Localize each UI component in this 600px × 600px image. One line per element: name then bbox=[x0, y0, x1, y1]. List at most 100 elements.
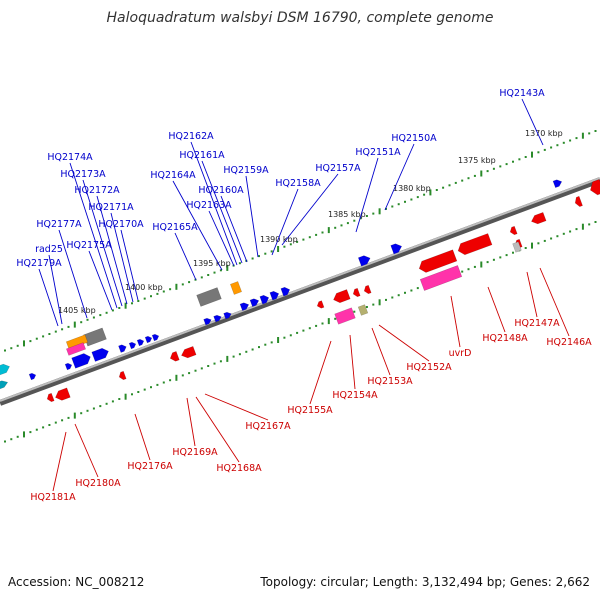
inner-tick bbox=[492, 258, 495, 261]
inner-tick bbox=[562, 232, 565, 235]
outer-tick bbox=[537, 151, 540, 154]
outer-tick bbox=[10, 347, 13, 350]
outer-tick bbox=[365, 215, 368, 217]
forward-gene bbox=[71, 353, 91, 369]
pseudo-gene bbox=[196, 287, 222, 307]
outer-tick bbox=[543, 148, 546, 151]
leader-line bbox=[110, 212, 134, 303]
inner-tick bbox=[264, 343, 267, 346]
map-title: Haloquadratum walsbyi DSM 16790, complet… bbox=[107, 10, 494, 26]
inner-tick bbox=[569, 230, 572, 233]
forward-gene bbox=[28, 372, 37, 381]
outer-tick bbox=[391, 205, 394, 208]
scale-label: 1395 kbp bbox=[193, 259, 231, 268]
outer-tick bbox=[404, 200, 406, 203]
inner-tick bbox=[54, 421, 57, 424]
outer-tick bbox=[531, 151, 533, 158]
inner-tick bbox=[550, 237, 553, 240]
rna-gene bbox=[334, 307, 356, 325]
reverse-gene bbox=[316, 300, 325, 309]
inner-tick bbox=[556, 235, 559, 238]
gene-label-forward: HQ2179A bbox=[16, 258, 62, 269]
leader-line bbox=[208, 210, 235, 267]
gene-label-forward: HQ2164A bbox=[150, 170, 196, 181]
leader-line bbox=[134, 413, 151, 461]
outer-tick bbox=[302, 238, 305, 241]
leader-line bbox=[487, 286, 506, 333]
reverse-gene bbox=[352, 287, 361, 298]
leader-line bbox=[384, 143, 415, 211]
outer-tick bbox=[442, 186, 445, 189]
outer-tick bbox=[80, 321, 83, 324]
inner-tick bbox=[73, 412, 76, 419]
gene-label-forward: HQ2150A bbox=[391, 133, 437, 144]
forward-gene bbox=[136, 338, 145, 347]
gene-label-reverse: HQ2167A bbox=[245, 421, 291, 432]
reverse-gene bbox=[55, 387, 71, 401]
gene-label-forward: HQ2170A bbox=[98, 219, 144, 230]
inner-tick bbox=[391, 296, 394, 299]
forward-gene bbox=[239, 302, 250, 311]
gene-label-forward: HQ2165A bbox=[152, 222, 198, 233]
gene-label-forward: HQ2172A bbox=[74, 185, 120, 196]
inner-tick bbox=[353, 310, 356, 313]
forward-gene bbox=[128, 341, 137, 350]
outer-tick bbox=[385, 207, 387, 210]
inner-tick bbox=[296, 331, 299, 334]
backbone bbox=[0, 177, 600, 406]
leader-line bbox=[271, 188, 299, 256]
leader-line bbox=[526, 271, 538, 318]
reverse-gene bbox=[590, 179, 600, 196]
inner-tick bbox=[334, 317, 337, 320]
accession-text: Accession: NC_008212 bbox=[8, 575, 144, 589]
outer-tick bbox=[35, 337, 38, 340]
outer-tick bbox=[397, 203, 400, 206]
outer-tick bbox=[283, 245, 286, 248]
pseudo-gene bbox=[83, 327, 107, 347]
leader-line bbox=[201, 160, 243, 264]
outer-tick bbox=[588, 132, 591, 135]
inner-tick bbox=[385, 298, 387, 301]
outer-tick bbox=[150, 295, 152, 298]
forward-gene bbox=[0, 380, 9, 390]
inner-tick bbox=[213, 362, 216, 365]
leader-line bbox=[96, 195, 128, 305]
inner-tick bbox=[461, 270, 464, 273]
gene-label-forward: HQ2161A bbox=[179, 150, 225, 161]
reverse-gene bbox=[531, 212, 547, 225]
inner-tick bbox=[150, 386, 152, 389]
inner-tick bbox=[473, 265, 476, 268]
inner-tick bbox=[372, 303, 375, 306]
outer-tick bbox=[524, 156, 527, 158]
outer-tick bbox=[118, 307, 121, 309]
leader-line bbox=[120, 229, 139, 301]
inner-tick bbox=[156, 383, 159, 386]
inner-tick bbox=[270, 341, 273, 344]
reverse-gene bbox=[118, 370, 127, 381]
outer-tick bbox=[4, 349, 6, 352]
outer-tick bbox=[594, 130, 597, 132]
outer-tick bbox=[277, 246, 280, 252]
outer-tick bbox=[156, 292, 159, 295]
inner-tick bbox=[543, 239, 546, 242]
inner-tick bbox=[92, 407, 95, 410]
forward-gene bbox=[269, 290, 280, 301]
gene-label-reverse: HQ2147A bbox=[514, 318, 560, 329]
outer-tick bbox=[423, 193, 426, 196]
outer-tick bbox=[162, 290, 165, 293]
leader-line bbox=[349, 334, 356, 390]
outer-tick bbox=[435, 189, 438, 191]
reverse-gene bbox=[509, 225, 518, 236]
forward-gene bbox=[552, 179, 563, 188]
other-gene bbox=[65, 334, 89, 350]
leader-line bbox=[195, 396, 240, 463]
gene-label-reverse: HQ2153A bbox=[367, 376, 413, 387]
outer-tick bbox=[264, 252, 267, 255]
gene-label-reverse: HQ2152A bbox=[406, 362, 452, 373]
leader-line bbox=[281, 173, 339, 246]
inner-tick bbox=[378, 299, 381, 306]
leader-line bbox=[190, 141, 238, 266]
inner-tick bbox=[35, 428, 38, 431]
inner-tick bbox=[10, 438, 13, 441]
leader-line bbox=[521, 98, 544, 146]
